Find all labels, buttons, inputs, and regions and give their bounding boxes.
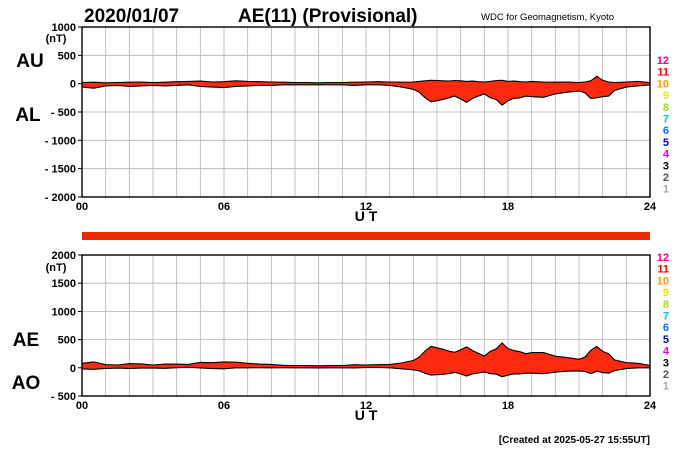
station-count-label: 5 xyxy=(663,334,669,346)
y-tick-label: - 500 xyxy=(51,107,76,119)
station-count-label: 2 xyxy=(663,172,669,184)
ae-ao-series xyxy=(81,342,651,378)
station-count-label: 1 xyxy=(663,184,669,196)
al-label: AL xyxy=(15,105,41,126)
au-al-unit-label: (nT) xyxy=(46,33,67,45)
ae-ao-axes-frame xyxy=(81,254,651,397)
au-al-y-tick-labels: 1000 500 0 - 500 - 1000 - 1500 - 2000 xyxy=(45,22,82,204)
station-count-label: 10 xyxy=(657,275,669,287)
y-tick-label: - 2000 xyxy=(45,192,76,204)
station-count-label: 7 xyxy=(663,311,669,323)
station-count-label: 4 xyxy=(663,149,670,161)
station-count-label: 9 xyxy=(663,287,669,299)
au-label: AU xyxy=(16,51,43,72)
au-al-grid xyxy=(82,27,650,197)
y-tick-label: - 500 xyxy=(51,391,76,403)
station-count-label: 6 xyxy=(663,322,669,334)
station-count-label: 9 xyxy=(663,90,669,102)
au-series-line xyxy=(81,75,651,84)
station-count-label: 7 xyxy=(663,114,669,126)
al-series-line xyxy=(81,84,651,106)
ao-label: AO xyxy=(12,373,41,394)
station-count-label: 12 xyxy=(657,252,669,264)
y-tick-label: 2000 xyxy=(52,250,76,262)
x-tick-label: 24 xyxy=(644,201,657,213)
station-count-label: 1 xyxy=(663,381,669,393)
station-count-label: 4 xyxy=(663,346,670,358)
station-count-label: 8 xyxy=(663,299,669,311)
ae-ao-x-tick-labels: 00 06 12 18 24 xyxy=(76,400,657,412)
au-al-x-axis-label: U T xyxy=(355,208,378,224)
station-count-label: 11 xyxy=(657,264,669,276)
ae-ao-y-tick-labels: 2000 1500 1000 500 0 - 500 xyxy=(51,250,82,403)
ae-ao-frame xyxy=(81,254,651,397)
station-count-label: 11 xyxy=(657,67,669,79)
station-count-label: 3 xyxy=(663,357,669,369)
y-tick-label: 1500 xyxy=(52,278,76,290)
ae-label: AE xyxy=(13,330,39,351)
ae-ao-x-axis-label: U T xyxy=(355,407,378,423)
created-timestamp: [Created at 2025-05-27 15:55UT] xyxy=(499,435,650,446)
x-tick-label: 18 xyxy=(502,201,514,213)
x-tick-label: 12 xyxy=(360,400,372,412)
source-label: WDC for Geomagnetism, Kyoto xyxy=(481,12,614,23)
x-tick-label: 00 xyxy=(76,201,88,213)
au-al-band-fill xyxy=(82,76,650,106)
y-tick-label: - 1000 xyxy=(45,135,76,147)
date-title: 2020/01/07 xyxy=(84,6,179,27)
y-tick-label: 1000 xyxy=(52,22,76,34)
ae-ao-unit-label: (nT) xyxy=(46,262,67,274)
y-tick-label: 500 xyxy=(58,335,76,347)
station-count-label: 12 xyxy=(657,55,669,67)
x-tick-label: 12 xyxy=(360,201,372,213)
y-tick-label: 0 xyxy=(70,363,76,375)
ae-series-line xyxy=(81,342,651,367)
au-al-series xyxy=(81,75,651,106)
station-count-label: 8 xyxy=(663,102,669,114)
ae-ao-grid xyxy=(82,255,650,396)
station-count-label: 3 xyxy=(663,160,669,172)
au-al-x-tick-labels: 00 06 12 18 24 xyxy=(76,201,657,213)
station-count-label: 2 xyxy=(663,369,669,381)
station-count-label: 5 xyxy=(663,137,669,149)
station-count-label: 10 xyxy=(657,78,669,90)
y-tick-label: 500 xyxy=(58,50,76,62)
y-tick-label: 1000 xyxy=(52,306,76,318)
x-tick-label: 18 xyxy=(502,400,514,412)
y-tick-label: 0 xyxy=(70,79,76,91)
x-tick-label: 24 xyxy=(644,400,657,412)
index-title: AE(11) (Provisional) xyxy=(238,6,418,27)
ae-ao-panel: 2000 1500 1000 500 0 - 500 00 06 12 18 24 AE AO (… xyxy=(12,250,657,423)
au-al-panel: 1000 500 0 - 500 - 1000 - 1500 - 2000 00 06 12 18… xyxy=(15,22,657,224)
x-tick-label: 06 xyxy=(218,400,230,412)
ao-series-line xyxy=(81,366,650,378)
x-tick-label: 00 xyxy=(76,400,88,412)
y-tick-label: - 1500 xyxy=(45,164,76,176)
station-count-stripe xyxy=(82,232,650,240)
station-count-label: 6 xyxy=(663,125,669,137)
x-tick-label: 06 xyxy=(218,201,230,213)
